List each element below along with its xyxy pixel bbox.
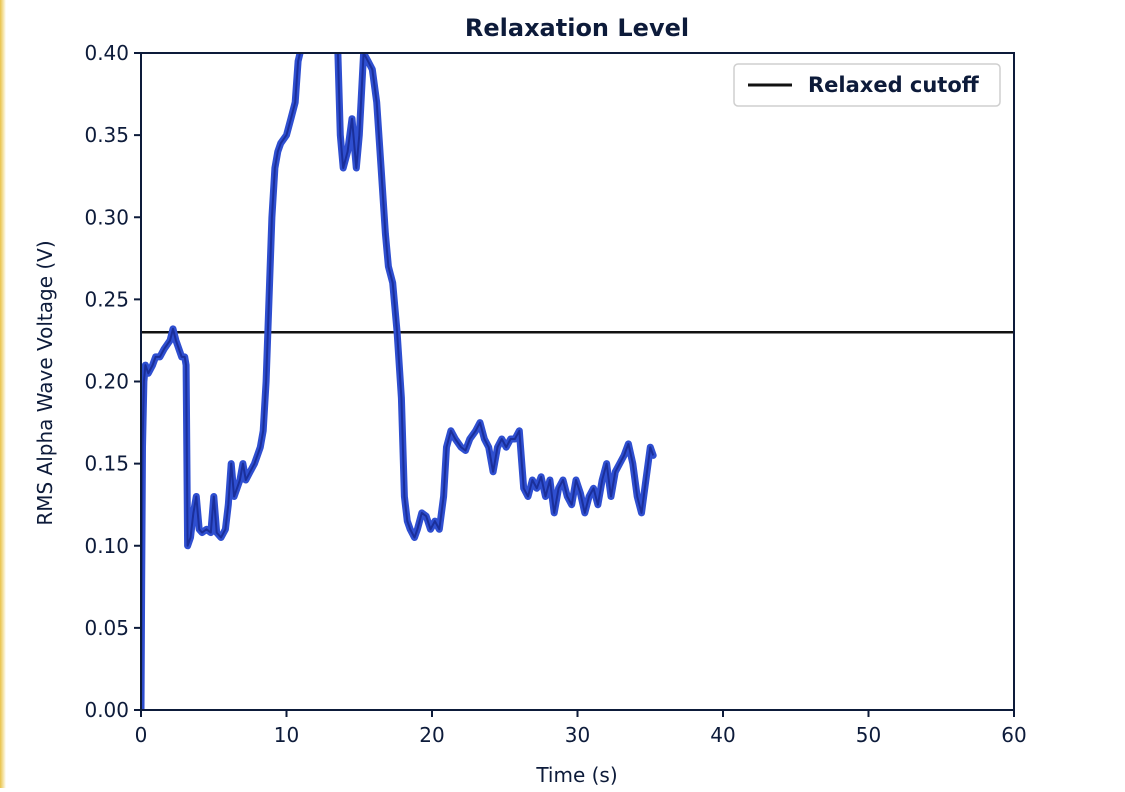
- x-tick-label: 40: [710, 723, 735, 747]
- y-axis-label: RMS Alpha Wave Voltage (V): [33, 240, 57, 525]
- alpha-voltage-line: [141, 53, 657, 710]
- x-tick-label: 50: [856, 723, 881, 747]
- legend: Relaxed cutoff: [733, 63, 1001, 107]
- y-tick-label: 0.35: [84, 123, 129, 147]
- y-tick-label: 0.00: [84, 698, 129, 722]
- series-layer: [141, 53, 657, 710]
- chart-title: Relaxation Level: [465, 14, 689, 42]
- photo-edge: [0, 0, 6, 788]
- x-tick-label: 20: [419, 723, 444, 747]
- y-tick-label: 0.40: [84, 41, 129, 65]
- legend-label: Relaxed cutoff: [808, 73, 980, 97]
- y-tick-label: 0.30: [84, 205, 129, 229]
- x-tick-label: 30: [565, 723, 590, 747]
- alpha-voltage-line-core: [141, 53, 655, 710]
- legend-box: [733, 63, 1001, 107]
- x-tick-label: 60: [1001, 723, 1026, 747]
- y-tick-label: 0.15: [84, 452, 129, 476]
- y-tick-label: 0.25: [84, 287, 129, 311]
- y-tick-label: 0.05: [84, 616, 129, 640]
- x-axis-ticks: 0 10 20 30 40 50 60: [135, 710, 1027, 747]
- plot-frame: [140, 52, 1015, 711]
- y-tick-label: 0.10: [84, 534, 129, 558]
- x-axis-label: Time (s): [535, 763, 617, 787]
- y-tick-label: 0.20: [84, 370, 129, 394]
- y-axis-ticks: 0.00 0.05 0.10 0.15 0.20 0.25 0.30 0.35 0.40: [84, 41, 141, 722]
- x-tick-label: 10: [274, 723, 299, 747]
- x-tick-label: 0: [135, 723, 148, 747]
